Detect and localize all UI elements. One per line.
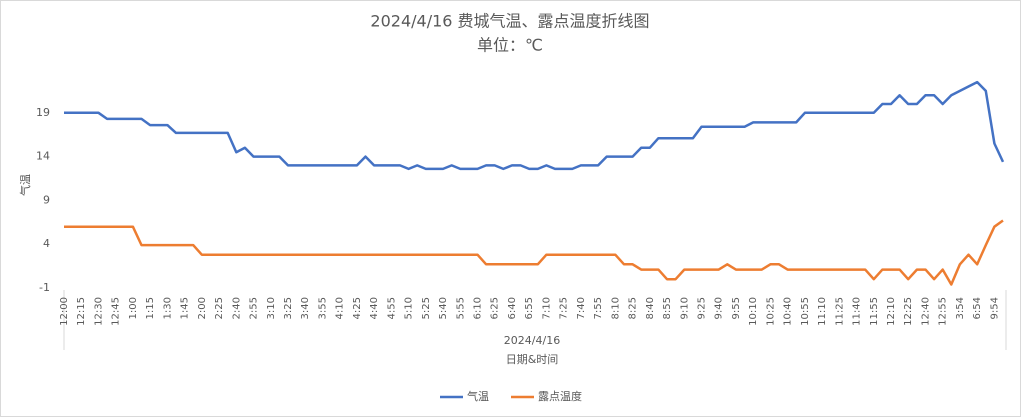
x-tick-label: 3:40 xyxy=(300,297,311,319)
y-tick-label: 4 xyxy=(43,237,50,250)
x-tick-label: 11:25 xyxy=(834,297,845,326)
x-tick-label: 4:10 xyxy=(335,297,346,319)
y-tick-label: 19 xyxy=(36,106,50,119)
x-tick-label: 9:55 xyxy=(731,297,742,319)
x-tick-label: 3:54 xyxy=(955,297,966,319)
x-tick-label: 2:55 xyxy=(249,297,260,319)
x-tick-label: 3:10 xyxy=(266,297,277,319)
x-tick-label: 12:15 xyxy=(76,297,87,326)
x-tick-label: 9:25 xyxy=(696,297,707,319)
x-tick-label: 5:10 xyxy=(404,297,415,319)
x-tick-label: 10:25 xyxy=(765,297,776,326)
x-tick-label: 2:25 xyxy=(214,297,225,319)
series-line xyxy=(64,80,1005,171)
x-tick-label: 9:10 xyxy=(679,297,690,319)
x-tick-label: 2:00 xyxy=(197,297,208,319)
x-tick-label: 9:40 xyxy=(714,297,725,319)
x-tick-label: 12:25 xyxy=(903,297,914,326)
x-tick-label: 7:10 xyxy=(541,297,552,319)
x-tick-label: 12:30 xyxy=(93,297,104,326)
series-line xyxy=(64,219,1004,286)
x-tick-label: 7:55 xyxy=(593,297,604,319)
x-tick-label: 6:54 xyxy=(972,297,983,319)
x-axis-title: 日期&时间 xyxy=(506,353,559,366)
x-tick-label: 11:40 xyxy=(852,297,863,326)
x-tick-label: 10:40 xyxy=(783,297,794,326)
x-tick-label: 11:55 xyxy=(869,297,880,326)
x-tick-label: 10:55 xyxy=(800,297,811,326)
x-tick-label: 1:30 xyxy=(162,297,173,319)
x-tick-label: 6:25 xyxy=(490,297,501,319)
x-tick-label: 2:40 xyxy=(231,297,242,319)
x-tick-label: 4:40 xyxy=(369,297,380,319)
x-tick-label: 1:15 xyxy=(145,297,156,319)
x-tick-label: 11:10 xyxy=(817,297,828,326)
y-tick-label: -1 xyxy=(39,281,50,294)
x-tick-label: 5:40 xyxy=(438,297,449,319)
x-tick-label: 4:55 xyxy=(386,297,397,319)
x-group-label: 2024/4/16 xyxy=(504,334,560,347)
x-tick-label: 12:10 xyxy=(886,297,897,326)
x-tick-label: 1:45 xyxy=(180,297,191,319)
x-tick-label: 4:25 xyxy=(352,297,363,319)
x-tick-label: 8:10 xyxy=(610,297,621,319)
x-tick-label: 1:00 xyxy=(128,297,139,319)
legend-label: 气温 xyxy=(467,389,489,403)
x-tick-label: 12:55 xyxy=(938,297,949,326)
chart-subtitle: 单位：℃ xyxy=(477,36,543,55)
y-axis-title: 气温 xyxy=(18,174,32,196)
x-tick-label: 12:00 xyxy=(59,297,70,326)
y-tick-label: 14 xyxy=(36,150,50,163)
x-tick-label: 9:54 xyxy=(989,297,1000,319)
x-tick-label: 3:55 xyxy=(317,297,328,319)
x-tick-label: 5:55 xyxy=(455,297,466,319)
x-tick-label: 8:25 xyxy=(628,297,639,319)
x-tick-label: 6:40 xyxy=(507,297,518,319)
x-tick-label: 8:40 xyxy=(645,297,656,319)
x-tick-label: 10:10 xyxy=(748,297,759,326)
x-tick-label: 5:25 xyxy=(421,297,432,319)
chart-title: 2024/4/16 费城气温、露点温度折线图 xyxy=(370,12,649,31)
x-tick-label: 6:10 xyxy=(473,297,484,319)
x-tick-label: 7:25 xyxy=(559,297,570,319)
x-tick-label: 12:40 xyxy=(920,297,931,326)
y-tick-label: 9 xyxy=(43,193,50,206)
legend-label: 露点温度 xyxy=(538,389,582,403)
x-tick-label: 6:55 xyxy=(524,297,535,319)
x-tick-label: 8:55 xyxy=(662,297,673,319)
x-tick-label: 3:25 xyxy=(283,297,294,319)
x-tick-label: 12:45 xyxy=(111,297,122,326)
x-tick-label: 7:40 xyxy=(576,297,587,319)
